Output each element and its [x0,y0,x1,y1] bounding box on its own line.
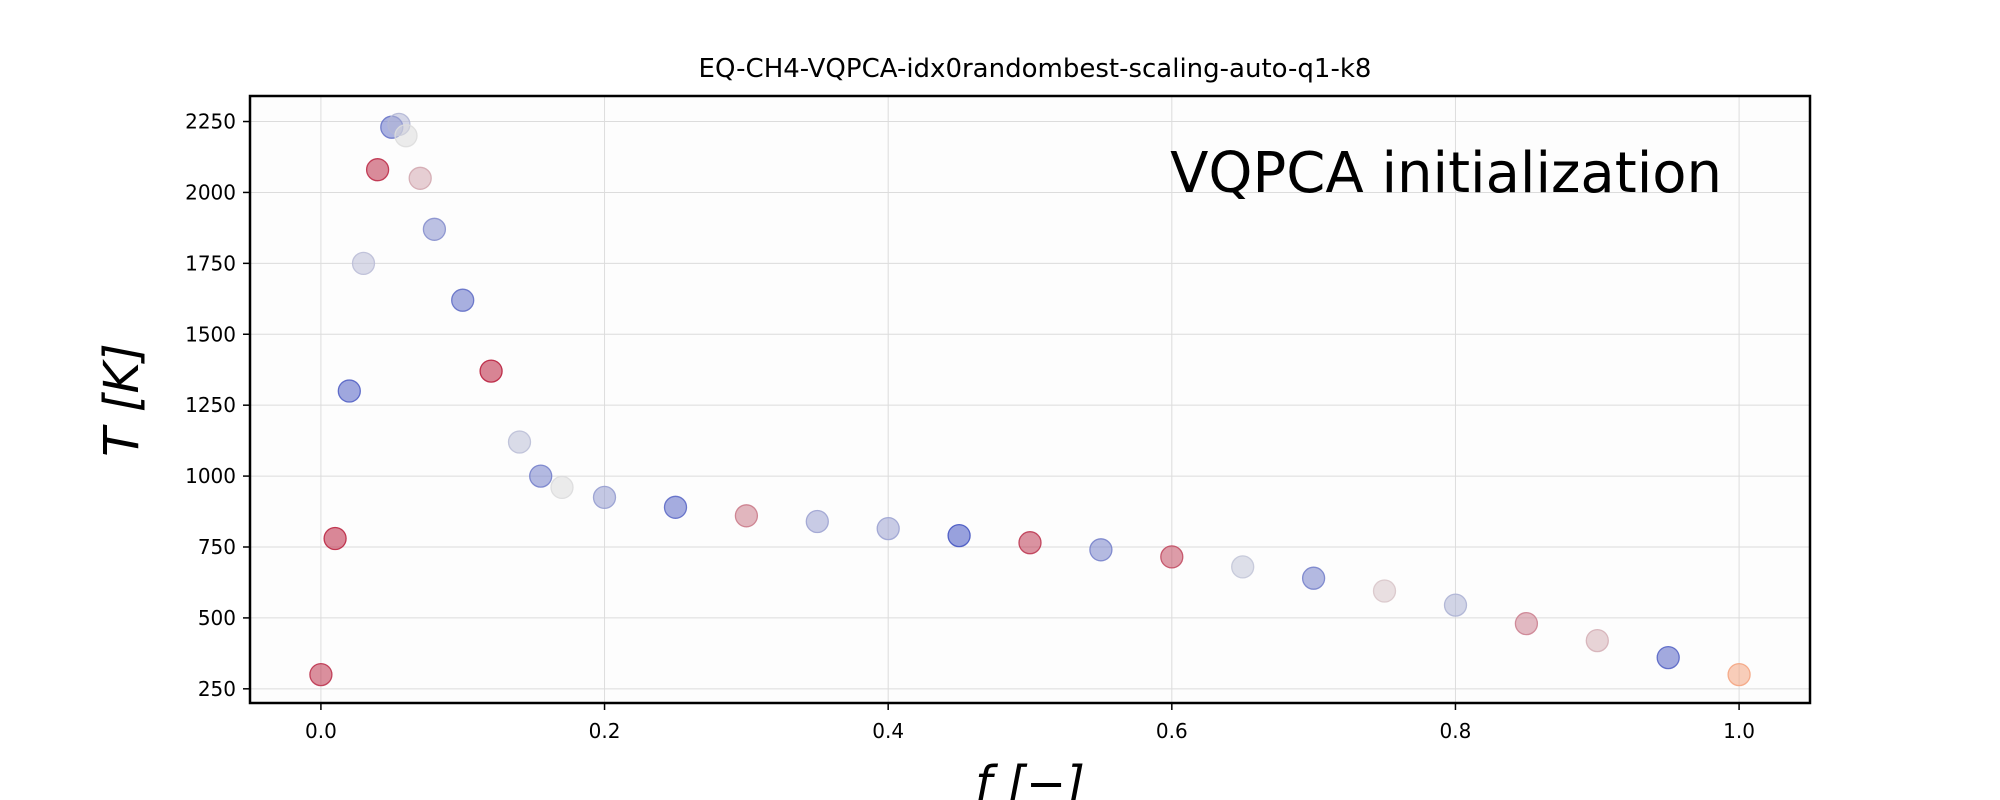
y-axis-label: T [K] [94,343,150,457]
grid-lines [250,96,1810,703]
data-point [1514,611,1539,636]
annotation-label: VQPCA initialization [1170,141,1722,206]
data-point [365,158,390,182]
data-point [876,516,900,541]
data-point [309,662,333,687]
data-point [1301,566,1326,590]
data-point [1443,593,1468,617]
data-point [550,475,574,500]
axes-frame [248,94,1812,705]
data-point [734,504,759,528]
data-point [479,359,503,383]
y-tick-label: 1250 [185,393,236,417]
y-tick-label: 1500 [185,322,236,346]
chart-title: EQ-CH4-VQPCA-idx0randombest-scaling-auto… [699,54,1372,84]
x-tick-label: 0.4 [872,719,904,743]
data-point [1585,628,1609,653]
data-point [394,124,418,148]
x-tick-label: 0.2 [589,719,621,743]
data-point [1231,555,1255,579]
y-tick-label: 1750 [185,251,236,275]
data-point [1018,531,1042,555]
data-point [422,217,447,241]
data-point [1656,645,1680,670]
x-axis-label: f [−] [975,756,1085,800]
x-tick-label: 0.8 [1440,719,1472,743]
axis-ticks: 0.0 0.2 0.4 0.6 0.8 1.0 250 500 750 1000 1250 1500 1… [185,110,1755,743]
data-points [309,112,1751,687]
data-point [1160,545,1184,569]
plot-area [250,96,1810,703]
x-tick-label: 0.0 [305,719,337,743]
data-point [663,495,688,519]
data-point [1727,662,1751,687]
data-point [592,485,617,510]
data-point [529,464,553,488]
y-tick-label: 250 [198,677,236,701]
data-point [947,523,971,548]
y-tick-label: 500 [198,606,236,630]
data-point [805,509,829,534]
data-point [351,251,376,276]
data-point [1372,579,1397,603]
data-point [507,430,532,454]
x-tick-label: 0.6 [1156,719,1188,743]
x-tick-label: 1.0 [1723,719,1755,743]
y-tick-label: 2000 [185,180,236,204]
data-point [1089,538,1113,562]
data-point [408,166,432,190]
y-tick-label: 1000 [185,464,236,488]
y-tick-label: 2250 [185,110,236,134]
data-point [323,526,347,551]
data-point [451,288,475,312]
data-point [337,379,361,403]
y-tick-label: 750 [198,535,236,559]
